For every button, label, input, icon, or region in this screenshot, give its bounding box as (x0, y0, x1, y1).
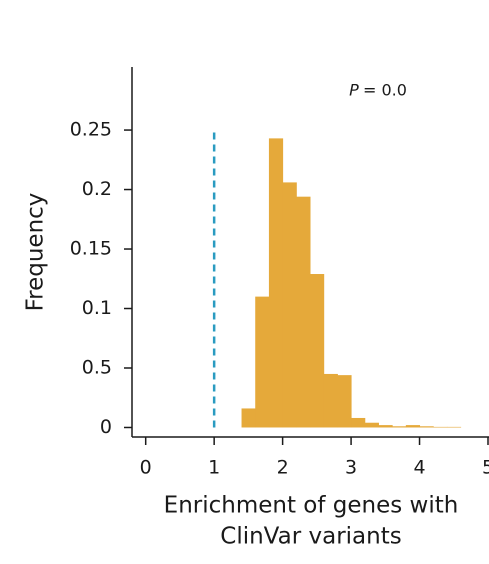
bar (310, 274, 325, 428)
x-tick-label: 3 (345, 457, 357, 479)
bar (392, 426, 407, 428)
x-tick-label: 1 (208, 457, 220, 479)
bar (255, 296, 270, 428)
x-tick-label: 0 (140, 457, 152, 479)
bar (405, 425, 421, 428)
y-tick-label: 0.2 (82, 178, 112, 200)
bar (296, 196, 311, 428)
bar (419, 426, 434, 428)
x-tick-label: 5 (482, 457, 489, 479)
bar (446, 426, 462, 428)
bar (433, 426, 448, 428)
y-tick-label: 0.5 (82, 356, 112, 378)
y-tick-label: 0.15 (70, 238, 112, 260)
bar (337, 375, 352, 428)
bar (351, 417, 366, 428)
annotation-variable: P (349, 81, 359, 100)
x-axis-label: Enrichment of genes with (164, 493, 459, 519)
x-axis-label: ClinVar variants (220, 524, 401, 550)
bar (241, 408, 256, 428)
bar (378, 425, 393, 428)
bar (268, 138, 284, 428)
x-tick-label: 4 (413, 457, 425, 479)
bar (364, 422, 379, 428)
y-axis-label: Frequency (23, 193, 49, 312)
bar (282, 182, 297, 428)
annotation-text: = 0.0 (363, 81, 407, 100)
x-tick-label: 2 (277, 457, 289, 479)
y-tick-label: 0.1 (82, 297, 112, 319)
y-tick-label: 0 (100, 416, 112, 438)
bar (323, 373, 338, 428)
y-tick-label: 0.25 (70, 119, 112, 141)
